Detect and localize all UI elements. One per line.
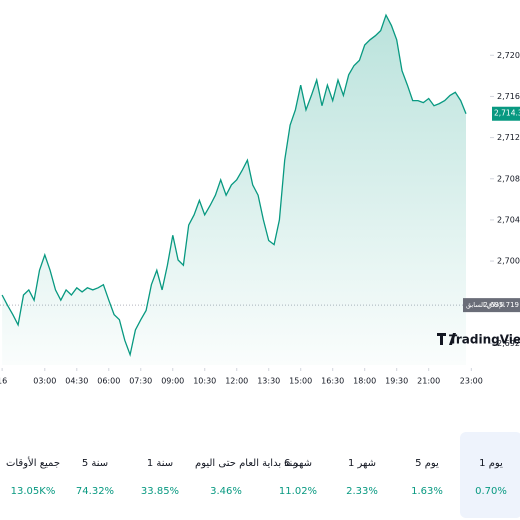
performance-bar: 1 يوم 0.70% 5 يوم 1.63% 1 شهر 2.33% 6 شهر 11.02… — [0, 430, 520, 520]
y-tick-label: 2,708.000 — [497, 174, 520, 183]
period-label: 5 يوم — [415, 458, 439, 469]
period-label: 6 شهر — [283, 458, 313, 469]
period-tab[interactable]: 5 يوم 1.63% — [396, 432, 458, 518]
x-tick-label: 12:00 — [225, 377, 248, 386]
period-tab[interactable]: 1 سنة 33.85% — [129, 432, 191, 518]
brand-logo: TradingView — [437, 333, 520, 347]
period-change: 13.05K% — [10, 486, 56, 497]
period-label: 1 شهر — [347, 458, 377, 469]
period-change: 1.63% — [411, 486, 443, 497]
x-tick-label: 23:00 — [460, 377, 483, 386]
price-line — [1, 13, 467, 358]
period-tab[interactable]: 6 شهر 11.02% — [267, 432, 329, 518]
y-tick-label: 2,692.000 — [497, 339, 520, 348]
x-tick-label: 18:00 — [353, 377, 376, 386]
x-tick-label: 21:00 — [417, 377, 440, 386]
period-change: 74.32% — [75, 486, 115, 497]
period-tab[interactable]: منذ بداية العام حتى اليوم 3.46% — [195, 432, 298, 518]
y-tick-label: 2,700.000 — [497, 257, 520, 266]
x-tick-label: 03:00 — [33, 377, 56, 386]
period-change: 3.46% — [210, 486, 242, 497]
y-tick-label: 2,712.000 — [497, 133, 520, 142]
period-label: 1 سنة — [146, 458, 174, 469]
period-label: 1 يوم — [479, 458, 503, 469]
area-fill — [2, 15, 467, 365]
period-label: جميع الأوقات — [5, 458, 61, 469]
period-label: منذ بداية العام حتى اليوم — [195, 458, 298, 469]
y-tick-label: 2,704.000 — [497, 215, 520, 224]
previous-close-box — [463, 298, 520, 313]
last-price-box — [492, 106, 520, 121]
x-tick-label: 16 — [0, 377, 7, 386]
x-tick-label: 04:30 — [65, 377, 88, 386]
y-tick-label: 2,716.000 — [497, 92, 520, 101]
period-tab[interactable]: جميع الأوقات 13.05K% — [2, 432, 64, 518]
period-change: 2.33% — [346, 486, 378, 497]
period-tab[interactable]: 1 يوم 0.70% — [460, 432, 520, 518]
period-change: 0.70% — [475, 486, 507, 497]
period-tab[interactable]: 5 سنة 74.32% — [64, 432, 126, 518]
period-change: 33.85% — [140, 486, 180, 497]
x-tick-label: 19:30 — [385, 377, 408, 386]
period-change: 11.02% — [278, 486, 318, 497]
brand-name: TradingView — [449, 333, 520, 347]
x-tick-label: 07:30 — [129, 377, 152, 386]
x-tick-label: 09:00 — [161, 377, 184, 386]
previous-close-label: الإغلاق السابق — [466, 301, 505, 309]
x-tick-label: 16:30 — [321, 377, 344, 386]
y-tick-label: 2,720.000 — [497, 51, 520, 60]
last-price-label: 2,714.318 — [494, 109, 520, 118]
x-tick-label: 06:00 — [97, 377, 120, 386]
x-tick-label: 15:00 — [289, 377, 312, 386]
x-tick-label: 13:30 — [257, 377, 280, 386]
previous-close-value: 2,695.719 — [483, 301, 519, 309]
x-tick-label: 10:30 — [193, 377, 216, 386]
period-tab[interactable]: 1 شهر 2.33% — [331, 432, 393, 518]
period-label: 5 سنة — [81, 458, 109, 469]
chart: 2,692.000 2,700.000 2,704.000 2,708.000 2,71… — [0, 13, 520, 386]
